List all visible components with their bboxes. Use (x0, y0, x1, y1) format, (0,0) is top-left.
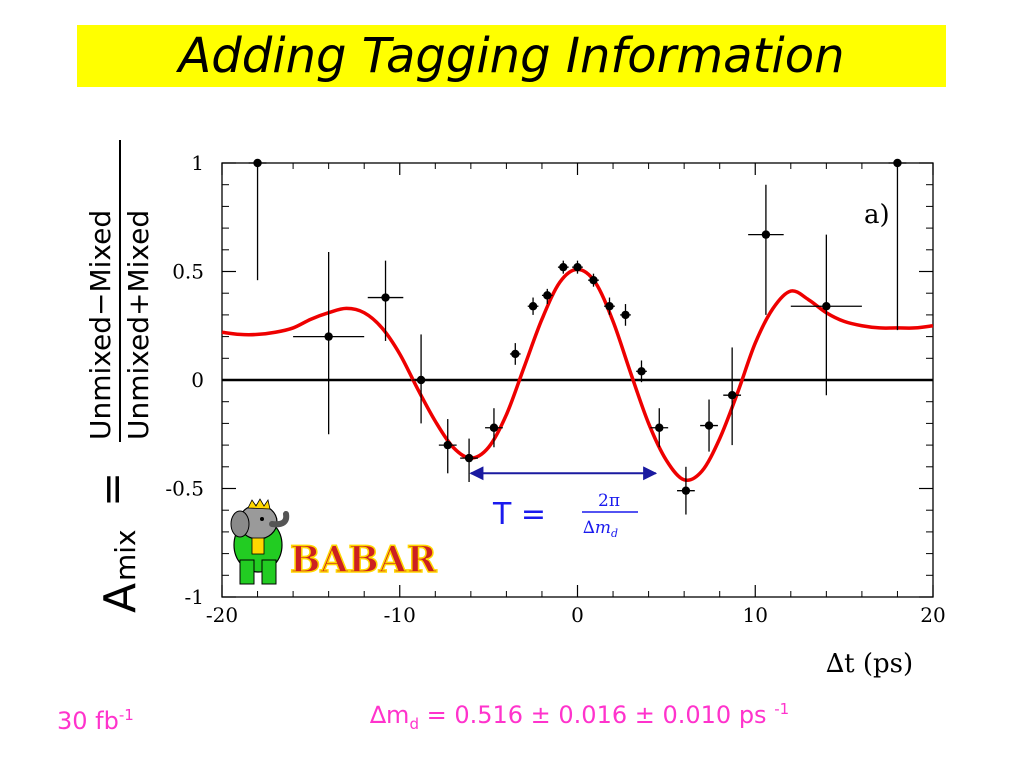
y-tick-label: -1 (185, 585, 204, 609)
x-tick-label: 20 (920, 603, 945, 627)
y-label-prefix: A (95, 583, 146, 613)
data-marker (573, 262, 582, 272)
data-point (412, 334, 430, 424)
period-formula-numerator: 2π (598, 491, 620, 511)
data-marker (543, 291, 552, 300)
data-point (677, 466, 695, 515)
data-marker (893, 158, 902, 168)
data-marker (727, 390, 737, 400)
period-formula-lhs: T = (492, 497, 546, 532)
data-marker (381, 293, 390, 302)
data-marker (324, 332, 333, 341)
luminosity-exponent: -1 (118, 706, 134, 724)
delta-md-subscript: d (409, 714, 419, 733)
data-marker (489, 423, 499, 432)
x-tick-label: 10 (743, 603, 768, 627)
elephant-mascot (230, 498, 290, 585)
data-point (485, 408, 503, 448)
babar-wordmark: BABAR (290, 539, 438, 581)
y-axis-title: A mix = Unmixed−Mixed Unmixed+Mixed (84, 140, 155, 613)
data-point (700, 399, 718, 452)
data-marker (511, 349, 520, 359)
data-point (557, 260, 569, 274)
data-point (723, 347, 742, 446)
data-marker (681, 486, 691, 495)
data-point (509, 343, 521, 365)
data-point (588, 273, 599, 287)
data-point (438, 419, 457, 474)
data-point (604, 297, 615, 315)
x-tick-label: 0 (571, 603, 584, 627)
y-label-equals: = (87, 472, 136, 507)
period-formula-denominator: ∆md (583, 518, 618, 540)
y-label-denominator: Unmixed+Mixed (122, 210, 155, 440)
luminosity-value: 30 fb (57, 707, 119, 735)
data-marker (443, 440, 452, 450)
data-marker (528, 302, 538, 311)
data-point (888, 158, 907, 331)
title-banner: Adding Tagging Information (77, 25, 946, 87)
data-marker (761, 230, 771, 239)
y-tick-label: 1 (191, 151, 204, 175)
data-point (650, 408, 669, 448)
y-tick-label: 0 (191, 368, 204, 392)
x-tick-label: -10 (384, 603, 416, 627)
delta-md-result: ∆md = 0.516 ± 0.016 ± 0.010 ps -1 (370, 700, 789, 733)
data-points (248, 158, 907, 515)
data-point (748, 184, 784, 315)
data-point (293, 251, 365, 435)
x-tick-label: -20 (206, 603, 238, 627)
data-marker (605, 302, 614, 311)
babar-logo: BABAR (230, 498, 438, 585)
data-point (572, 260, 583, 274)
data-marker (704, 421, 714, 430)
data-point (620, 304, 631, 326)
x-axis-title: ∆t (ps) (826, 649, 913, 679)
data-point (790, 234, 862, 396)
data-point (248, 158, 267, 281)
data-point (527, 297, 539, 315)
delta-md-symbol: ∆m (370, 701, 410, 729)
panel-label: a) (864, 200, 890, 230)
data-point (367, 260, 404, 341)
data-marker (253, 158, 262, 168)
y-label-subscript: mix (109, 529, 142, 581)
axis-ticks (221, 162, 934, 598)
data-marker (559, 262, 568, 272)
data-marker (655, 423, 664, 432)
y-tick-label: 0.5 (172, 260, 204, 284)
data-marker (637, 367, 646, 376)
period-formula: T = 2π ∆md (492, 491, 638, 540)
tick-labels: -20 -10 0 10 20 -1 -0.5 0 0.5 1 (165, 151, 945, 627)
data-point (636, 360, 647, 383)
slide-title: Adding Tagging Information (178, 28, 845, 84)
data-marker (464, 453, 474, 463)
data-marker (416, 375, 426, 385)
data-point (460, 438, 478, 482)
data-point (541, 288, 553, 305)
data-marker (822, 302, 831, 311)
data-marker (621, 310, 630, 320)
delta-md-value: = 0.516 ± 0.016 ± 0.010 ps (418, 701, 775, 729)
y-tick-label: -0.5 (165, 477, 204, 501)
luminosity-label: 30 fb-1 (57, 706, 134, 735)
y-label-numerator: Unmixed−Mixed (84, 210, 117, 440)
data-marker (589, 275, 598, 285)
delta-md-exponent: -1 (774, 700, 790, 718)
